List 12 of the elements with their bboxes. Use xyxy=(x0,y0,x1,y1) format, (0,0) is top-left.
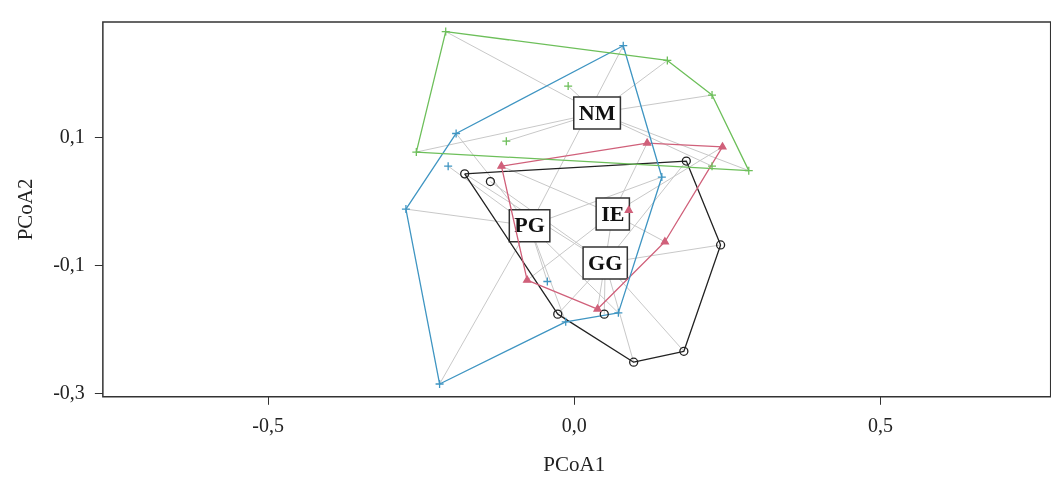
y-axis-title: PCoA2 xyxy=(13,178,38,241)
series-label: PG xyxy=(514,212,545,238)
y-tick-label: -0,3 xyxy=(53,380,85,403)
series-label: IE xyxy=(601,200,625,226)
x-tick-label: -0,5 xyxy=(252,414,284,437)
series-label: GG xyxy=(588,249,623,275)
x-tick-label: 0,5 xyxy=(867,414,893,437)
x-tick-label: 0,0 xyxy=(561,414,587,437)
y-tick-label: 0,1 xyxy=(59,124,85,147)
x-axis-title: PCoA1 xyxy=(543,451,606,476)
y-tick-label: -0,1 xyxy=(53,252,85,275)
series-label: NM xyxy=(578,99,616,125)
